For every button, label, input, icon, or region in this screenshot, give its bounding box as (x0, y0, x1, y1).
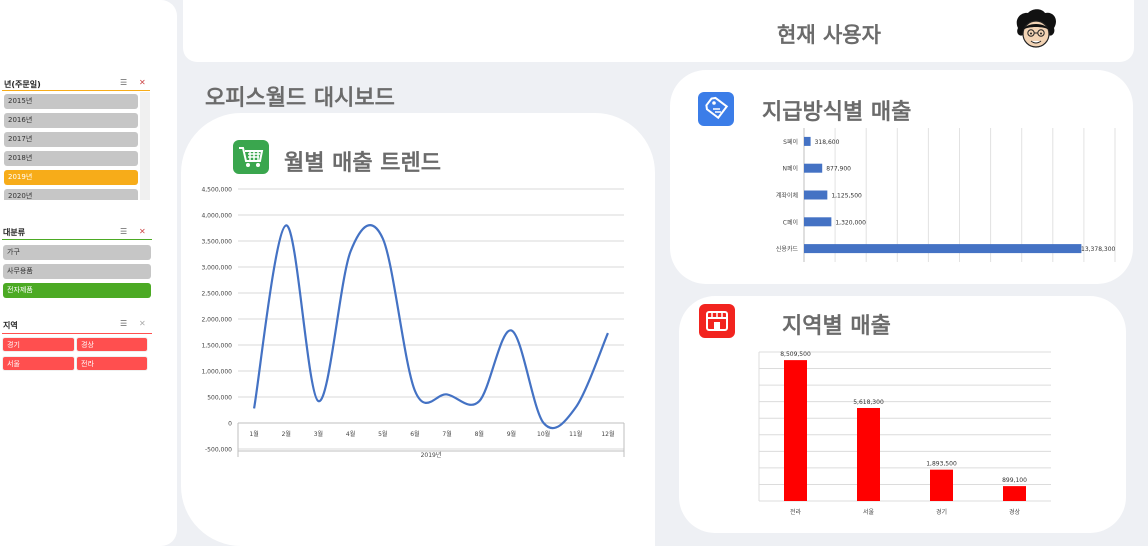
payment-sales-title: 지급방식별 매출 (762, 100, 912, 125)
multi-select-icon[interactable]: ☰ (120, 227, 128, 236)
slicer-divider (2, 333, 152, 334)
value-label: 318,600 (815, 139, 840, 146)
monthly-sales-card: 월별 매출 트렌드 4,500,000 4,000,000 3,500,000 3,0… (181, 113, 655, 546)
y-tick-label: 4,000,000 (201, 213, 232, 220)
region-sales-chart: 8,509,500 전라 5,618,300 서울 1,893,500 경기 899,100… (758, 351, 1051, 516)
monthly-sales-title: 월별 매출 트렌드 (284, 151, 441, 176)
x-group-label: 2019년 (421, 451, 442, 459)
region-bar (930, 469, 953, 501)
category-option-office[interactable]: 사무용품 (3, 264, 151, 279)
category-label: 서울 (863, 508, 875, 516)
year-option-2015[interactable]: 2015년 (4, 94, 138, 109)
clear-filter-icon[interactable]: ✕ (139, 227, 146, 236)
avatar[interactable] (1012, 8, 1060, 52)
y-tick-label: 1,000,000 (201, 369, 232, 376)
value-label: 899,100 (1002, 477, 1027, 484)
payment-bar (804, 136, 811, 146)
region-option-gyeongsang[interactable]: 경상 (76, 337, 148, 352)
value-label: 5,618,300 (853, 399, 884, 406)
value-label: 8,509,500 (780, 351, 811, 358)
category-label: S페이 (783, 138, 798, 146)
value-label: 1,893,500 (926, 461, 957, 468)
y-tick-label: 3,000,000 (201, 265, 232, 272)
multi-select-icon[interactable]: ☰ (120, 319, 128, 328)
payment-bar (804, 163, 823, 173)
sales-trend-line (252, 224, 609, 430)
value-label: 1,320,000 (835, 219, 866, 226)
region-bar (857, 407, 880, 501)
slicer-divider (2, 239, 152, 240)
user-avatar-icon (1016, 9, 1056, 48)
region-bar (1003, 486, 1026, 501)
y-tick-label: 500,000 (207, 395, 232, 402)
x-tick-label: 11월 (569, 430, 582, 438)
clear-filter-icon[interactable]: ✕ (139, 319, 146, 328)
x-tick-label: 3월 (314, 430, 323, 438)
year-slicer-scrollbar[interactable] (140, 92, 150, 200)
x-tick-label: 5월 (378, 430, 387, 438)
region-option-jeolla[interactable]: 전라 (76, 356, 148, 371)
category-option-furniture[interactable]: 가구 (3, 245, 151, 260)
category-label: 경기 (936, 508, 947, 516)
y-tick-label: 4,500,000 (201, 187, 232, 194)
y-tick-label: 2,000,000 (201, 317, 232, 324)
category-label: N페이 (782, 165, 798, 173)
value-label: 1,125,500 (831, 193, 862, 200)
x-tick-label: 2월 (282, 430, 291, 438)
x-tick-label: 6월 (410, 430, 419, 438)
storefront-icon (699, 304, 735, 338)
region-option-seoul[interactable]: 서울 (2, 356, 75, 371)
shopping-cart-icon (233, 140, 269, 174)
category-label: 전라 (790, 508, 802, 516)
category-label: 경상 (1009, 508, 1021, 516)
x-tick-label: 9월 (507, 430, 516, 438)
payment-bar (804, 190, 828, 200)
region-slicer-title: 지역 (3, 321, 18, 330)
x-tick-label: 10월 (537, 430, 550, 438)
year-option-2020[interactable]: 2020년 (4, 189, 138, 200)
category-label: C페이 (783, 218, 798, 226)
x-tick-label: 12월 (601, 430, 614, 438)
current-user-label: 현재 사용자 (777, 23, 881, 47)
y-tick-label: 0 (228, 421, 232, 428)
payment-sales-card: 지급방식별 매출 S페이 318,600 N페이 877,900 계좌이체 1,125,5… (670, 70, 1133, 284)
year-option-2017[interactable]: 2017년 (4, 132, 138, 147)
year-option-2019[interactable]: 2019년 (4, 170, 138, 185)
region-sales-title: 지역별 매출 (782, 314, 891, 339)
y-tick-label: -500,000 (205, 447, 232, 454)
category-slicer-title: 대분류 (3, 228, 26, 237)
x-tick-label: 8월 (475, 430, 484, 438)
year-option-2018[interactable]: 2018년 (4, 151, 138, 166)
clear-filter-icon[interactable]: ✕ (139, 78, 146, 87)
y-tick-label: 3,500,000 (201, 239, 232, 246)
slicer-divider (2, 90, 150, 91)
value-label: 877,900 (826, 166, 851, 173)
region-sales-card: 지역별 매출 8,509,500 전라 5,618,300 서울 1,893,500 경기… (679, 296, 1126, 533)
x-tick-label: 1월 (249, 430, 258, 438)
multi-select-icon[interactable]: ☰ (120, 78, 128, 87)
value-label: 13,378,300 (1081, 246, 1116, 253)
region-bar (784, 360, 807, 501)
x-tick-label: 4월 (346, 430, 355, 438)
year-option-2016[interactable]: 2016년 (4, 113, 138, 128)
header-bar: 현재 사용자 (183, 0, 1134, 62)
region-option-gyeonggi[interactable]: 경기 (2, 337, 75, 352)
monthly-sales-chart: 4,500,000 4,000,000 3,500,000 3,000,000 2,50… (201, 187, 625, 459)
year-slicer-title: 년(주문일) (4, 80, 41, 89)
payment-bar (804, 217, 832, 227)
category-label: 계좌이체 (776, 192, 798, 200)
x-tick-label: 7월 (442, 430, 451, 438)
y-tick-label: 2,500,000 (201, 291, 232, 298)
category-label: 신용카드 (776, 245, 799, 253)
category-option-electronics[interactable]: 전자제품 (3, 283, 151, 298)
slicer-panel: 년(주문일) ☰ ✕ 2015년 2016년 2017년 2018년 2019년… (0, 0, 177, 546)
y-tick-label: 1,500,000 (201, 343, 232, 350)
payment-sales-chart: S페이 318,600 N페이 877,900 계좌이체 1,125,500 C페이 1,32… (776, 128, 1116, 262)
page-title: 오피스월드 대시보드 (205, 86, 395, 111)
payment-bar (804, 244, 1082, 254)
price-tag-icon (698, 92, 734, 126)
